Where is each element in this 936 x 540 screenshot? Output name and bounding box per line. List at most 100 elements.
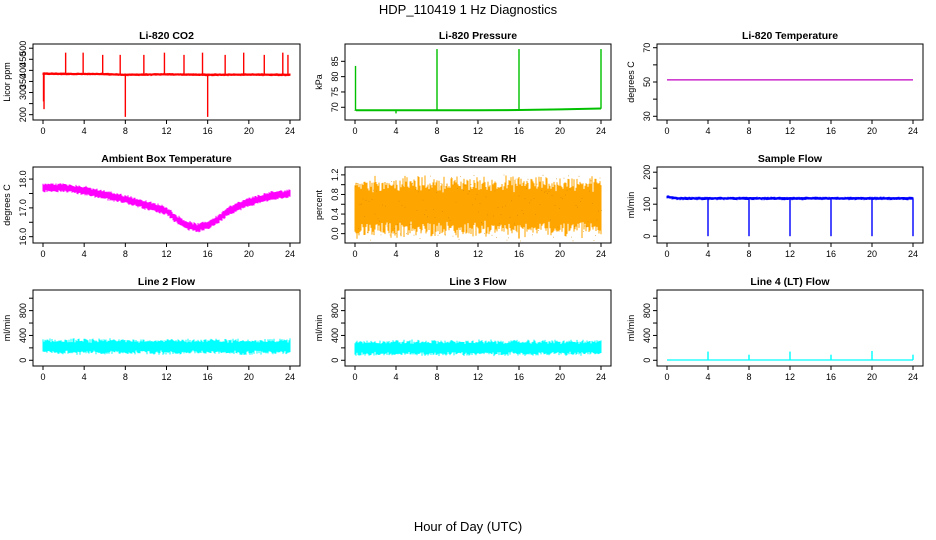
panel-3: Li-820 Temperature 0 4 8 12 16 20 24 30 50 70 degre… <box>626 30 924 136</box>
series-band <box>42 183 291 233</box>
data-series <box>42 52 291 117</box>
panel-7: Line 2 Flow 0 4 8 12 16 20 24 0 400 800 ml/min <box>2 276 301 382</box>
plot-frame <box>656 43 924 121</box>
x-tick-label: 24 <box>596 372 606 382</box>
y-tick-label: 85 <box>330 56 340 66</box>
x-tick-label: 16 <box>826 249 836 259</box>
x-tick-label: 20 <box>555 249 565 259</box>
x-tick-label: 8 <box>123 126 128 136</box>
x-tick-label: 24 <box>596 249 606 259</box>
x-tick-label: 0 <box>664 126 669 136</box>
y-axis-label: ml/min <box>314 315 324 342</box>
y-tick-label: 500 <box>18 41 28 56</box>
y-tick-label: 200 <box>642 165 652 180</box>
x-tick-label: 0 <box>352 372 357 382</box>
data-series <box>354 49 602 114</box>
data-series <box>666 195 914 237</box>
y-tick-label: 0.4 <box>330 208 340 221</box>
x-tick-label: 24 <box>908 126 918 136</box>
y-tick-label: 0 <box>642 358 652 363</box>
x-tick-label: 16 <box>203 126 213 136</box>
y-tick-label: 18.0 <box>18 170 28 188</box>
y-tick-label: 800 <box>330 303 340 318</box>
y-tick-label: 70 <box>330 102 340 112</box>
series-band <box>354 175 602 239</box>
y-axis-label: ml/min <box>2 315 12 342</box>
series-baseline <box>666 195 913 200</box>
plot-frame <box>344 289 612 367</box>
x-tick-label: 4 <box>82 372 87 382</box>
x-tick-label: 24 <box>908 372 918 382</box>
x-tick-label: 12 <box>473 372 483 382</box>
x-tick-label: 24 <box>285 126 295 136</box>
y-tick-label: 350 <box>18 74 28 89</box>
panel-title: Li-820 Temperature <box>742 30 838 42</box>
x-tick-label: 16 <box>203 372 213 382</box>
panel-8: Line 3 Flow 0 4 8 12 16 20 24 0 400 800 ml/min <box>314 276 612 382</box>
y-tick-label: 400 <box>18 328 28 343</box>
x-tick-label: 20 <box>244 249 254 259</box>
panel-title: Li-820 CO2 <box>139 30 194 42</box>
y-tick-label: 16.0 <box>18 228 28 246</box>
y-tick-label: 1.2 <box>330 169 340 182</box>
x-tick-label: 4 <box>82 126 87 136</box>
y-tick-label: 0.8 <box>330 188 340 201</box>
panel-title: Line 2 Flow <box>138 276 196 288</box>
y-axis-label: ml/min <box>626 315 636 342</box>
x-tick-label: 0 <box>40 249 45 259</box>
x-tick-label: 0 <box>352 126 357 136</box>
y-tick-label: 400 <box>330 328 340 343</box>
x-tick-label: 0 <box>352 249 357 259</box>
x-tick-label: 24 <box>908 249 918 259</box>
y-tick-label: 450 <box>18 52 28 67</box>
y-axis-label: degrees C <box>626 61 636 103</box>
x-tick-label: 16 <box>514 249 524 259</box>
plot-frame <box>32 43 301 121</box>
data-series <box>667 350 914 361</box>
x-tick-label: 20 <box>867 372 877 382</box>
series-baseline <box>42 72 291 76</box>
series-band <box>42 338 291 355</box>
x-tick-label: 8 <box>434 249 439 259</box>
series-baseline <box>356 107 602 112</box>
panel-title: Sample Flow <box>758 153 823 165</box>
x-tick-label: 0 <box>664 372 669 382</box>
x-tick-label: 8 <box>746 249 751 259</box>
x-tick-label: 16 <box>514 372 524 382</box>
data-series <box>354 174 602 242</box>
y-tick-label: 100 <box>642 197 652 212</box>
x-tick-label: 24 <box>285 249 295 259</box>
figure-title: HDP_110419 1 Hz Diagnostics <box>378 2 558 17</box>
x-tick-label: 16 <box>203 249 213 259</box>
panel-5: Gas Stream RH 0 4 8 12 16 20 24 0.0 0.4 0.8 1.2 perc… <box>314 153 612 259</box>
y-tick-label: 800 <box>642 303 652 318</box>
x-tick-label: 20 <box>555 126 565 136</box>
y-axis-label: kPa <box>314 74 324 90</box>
y-tick-label: 0 <box>330 358 340 363</box>
y-tick-label: 0 <box>642 234 652 239</box>
x-tick-label: 20 <box>244 126 254 136</box>
x-tick-label: 12 <box>473 126 483 136</box>
y-tick-label: 17.0 <box>18 199 28 217</box>
panel-6: Sample Flow 0 4 8 12 16 20 24 0 100 200 ml/min <box>626 153 924 259</box>
x-tick-label: 0 <box>40 126 45 136</box>
x-tick-label: 12 <box>473 249 483 259</box>
x-tick-label: 12 <box>161 372 171 382</box>
y-tick-label: 80 <box>330 72 340 82</box>
x-tick-label: 4 <box>393 249 398 259</box>
x-tick-label: 12 <box>785 372 795 382</box>
y-tick-label: 70 <box>642 43 652 53</box>
x-tick-label: 8 <box>434 372 439 382</box>
y-tick-label: 200 <box>18 107 28 122</box>
x-tick-label: 4 <box>82 249 87 259</box>
x-tick-label: 16 <box>826 126 836 136</box>
panel-title: Ambient Box Temperature <box>101 153 232 165</box>
x-tick-label: 12 <box>161 126 171 136</box>
figure-xlabel: Hour of Day (UTC) <box>413 519 523 534</box>
y-axis-label: percent <box>314 189 324 220</box>
y-tick-label: 300 <box>18 85 28 100</box>
panel-title: Line 4 (LT) Flow <box>750 276 830 288</box>
y-tick-label: 30 <box>642 111 652 121</box>
